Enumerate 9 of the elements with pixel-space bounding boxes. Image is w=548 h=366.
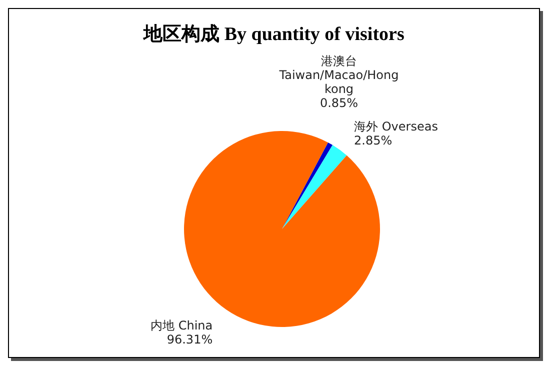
slice-label: 内地 China <box>150 318 213 332</box>
pie-slice <box>282 142 333 229</box>
data-label: 0.85% <box>320 96 358 110</box>
data-label: 96.31% <box>166 332 213 346</box>
slice-label: 海外 Overseas <box>354 120 438 134</box>
chart-title: 地区构成 By quantity of visitors <box>142 23 406 47</box>
pie-slice <box>282 145 347 229</box>
data-label: 2.85% <box>354 134 392 148</box>
slice-label: 港澳台 Taiwan/Macao/Hong kong <box>278 54 399 96</box>
